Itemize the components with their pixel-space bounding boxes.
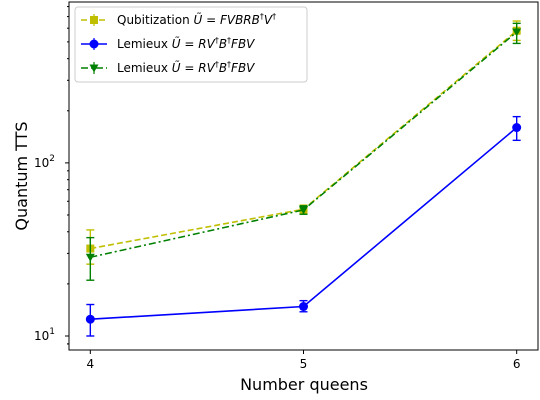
series-2-point [512, 28, 522, 37]
legend-label-part: † [215, 60, 219, 69]
x-tick-label-4: 4 [86, 357, 94, 371]
series-1-point [299, 302, 308, 312]
legend-label-part: FBV [231, 37, 255, 51]
series-layer [85, 20, 522, 337]
legend: Qubitization Ũ = FVBRB†V†Lemieux Ũ = RV†… [74, 6, 308, 83]
legend-label-part: Ũ = RV [172, 60, 216, 75]
legend-label-part: B [219, 61, 227, 75]
y-tick-label-10: 101 [34, 327, 55, 343]
legend-marker [89, 64, 99, 73]
legend-label-part: V [264, 13, 273, 27]
series-1-point [85, 314, 95, 324]
legend-label-part: Lemieux [117, 61, 172, 75]
x-tick-label-5: 5 [300, 357, 308, 371]
legend-marker [89, 39, 99, 49]
y-tick-base: 10 [34, 329, 49, 343]
legend-item-0: Qubitization Ũ = FVBRB†V† [81, 12, 276, 27]
legend-label-part: B [219, 37, 227, 51]
legend-label-0: Qubitization Ũ = FVBRB†V† [117, 12, 276, 27]
y-axis-label: Quantum TTS [12, 121, 31, 230]
legend-marker [90, 16, 98, 24]
y-tick-exponent: 2 [49, 154, 55, 164]
y-tick-exponent: 1 [49, 327, 55, 337]
legend-item-1: Lemieux Ũ = RV†B†FBV [81, 36, 255, 51]
x-tick-label-6: 6 [513, 357, 521, 371]
legend-label-part: FBV [231, 61, 255, 75]
y-tick-label-100: 102 [34, 154, 55, 170]
legend-label-part: † [215, 36, 219, 45]
legend-item-2: Lemieux Ũ = RV†B†FBV [81, 60, 255, 75]
series-2-point [85, 253, 95, 262]
legend-label-part: † [272, 12, 276, 21]
legend-label-part: Ũ = FVBRB [194, 12, 260, 27]
legend-box [74, 6, 308, 83]
legend-label-part: † [260, 12, 264, 21]
legend-label-part: Qubitization [117, 13, 194, 27]
legend-label-2: Lemieux Ũ = RV†B†FBV [117, 60, 255, 75]
series-2 [85, 22, 522, 281]
legend-label-part: † [227, 60, 231, 69]
y-tick-base: 10 [34, 156, 49, 170]
x-axis-ticks: 4 5 6 [86, 350, 521, 371]
series-1-line [90, 126, 518, 321]
legend-label-part: Ũ = RV [172, 36, 216, 51]
legend-label-part: Lemieux [117, 37, 172, 51]
legend-label-part: † [227, 36, 231, 45]
series-1 [85, 115, 522, 337]
series-1-point [512, 123, 522, 133]
series-2-point [299, 206, 308, 215]
x-axis-label: Number queens [240, 375, 368, 394]
legend-label-1: Lemieux Ũ = RV†B†FBV [117, 36, 255, 51]
